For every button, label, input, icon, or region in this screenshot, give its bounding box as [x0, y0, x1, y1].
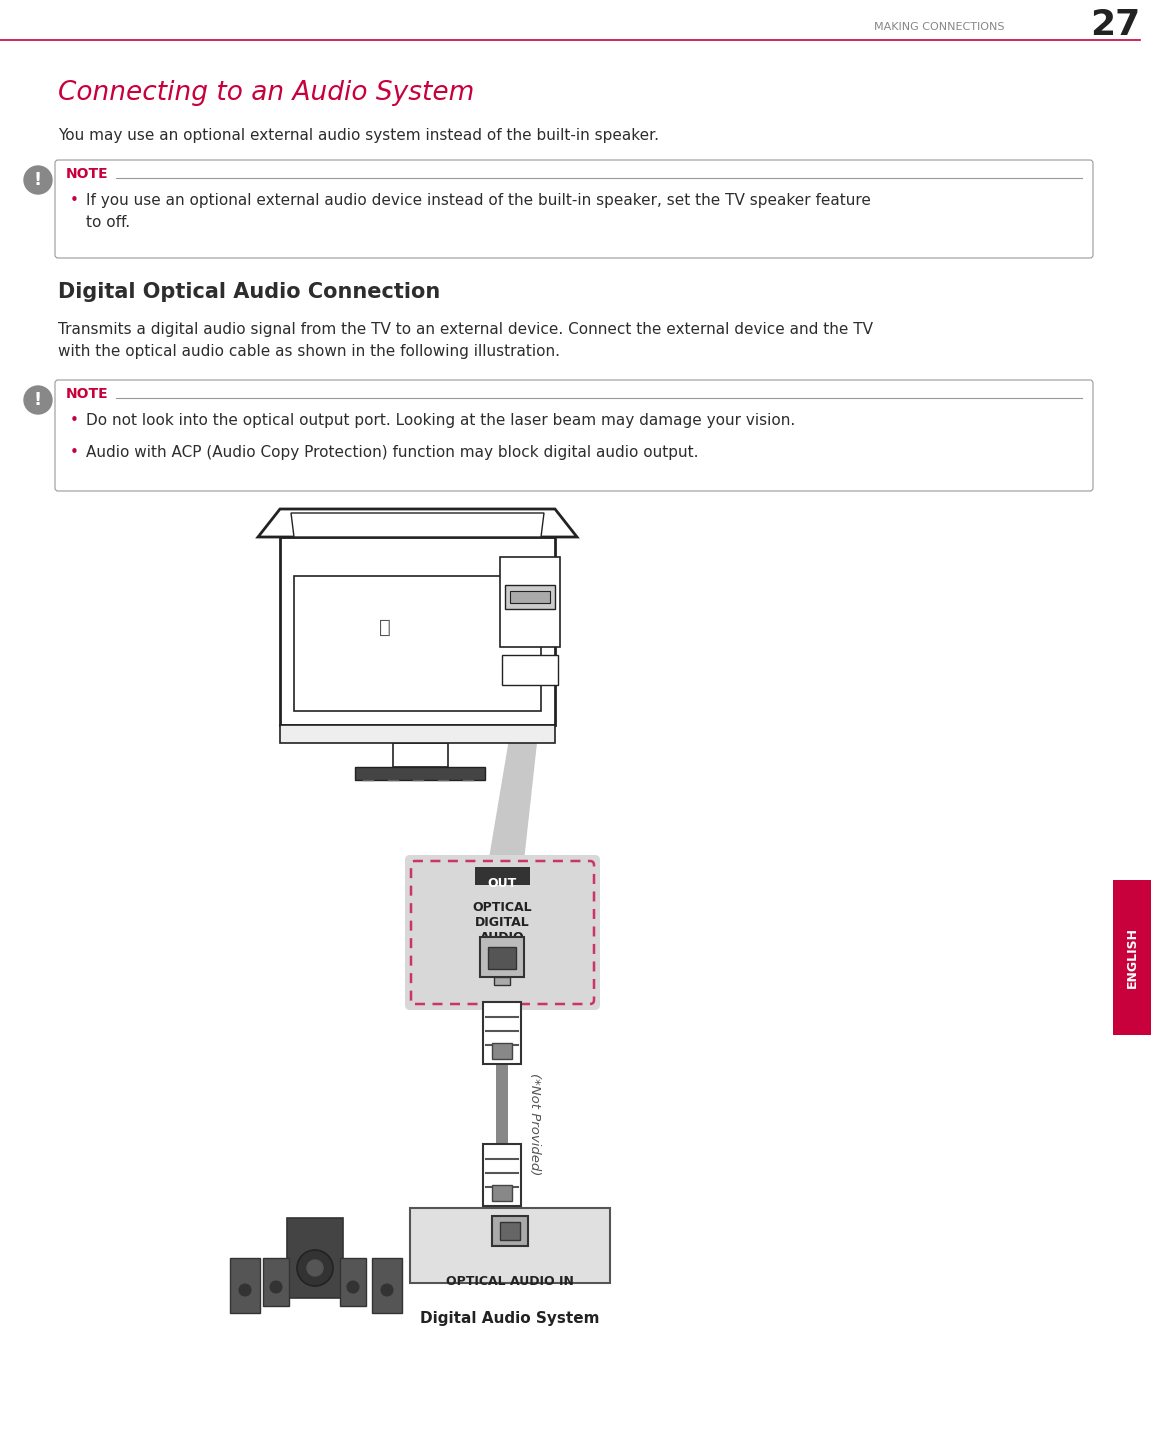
Bar	[510, 592, 550, 603]
Bar	[483, 1144, 521, 1206]
Bar	[502, 655, 558, 685]
Bar	[496, 1063, 509, 1144]
Bar	[340, 1258, 366, 1306]
Text: NOTE: NOTE	[66, 167, 108, 180]
Bar	[480, 937, 525, 977]
Bar	[1113, 880, 1151, 1035]
Circle shape	[24, 385, 52, 414]
Text: Do not look into the optical output port. Looking at the laser beam may damage y: Do not look into the optical output port…	[86, 413, 795, 429]
Text: NOTE: NOTE	[66, 387, 108, 401]
Text: 27: 27	[1090, 9, 1139, 42]
Bar	[230, 1258, 260, 1313]
Polygon shape	[487, 602, 550, 870]
Bar	[495, 977, 511, 986]
Text: ENGLISH: ENGLISH	[1126, 926, 1138, 988]
FancyBboxPatch shape	[405, 856, 600, 1010]
Bar	[491, 1216, 528, 1245]
Text: •: •	[70, 444, 79, 460]
Circle shape	[24, 166, 52, 193]
Text: Connecting to an Audio System: Connecting to an Audio System	[58, 79, 474, 105]
Circle shape	[239, 1284, 251, 1296]
Polygon shape	[258, 509, 577, 537]
Bar	[262, 1258, 289, 1306]
Text: Transmits a digital audio signal from the TV to an external device. Connect the : Transmits a digital audio signal from th…	[58, 322, 872, 359]
Text: Digital Optical Audio Connection: Digital Optical Audio Connection	[58, 281, 440, 302]
Text: Audio with ACP (Audio Copy Protection) function may block digital audio output.: Audio with ACP (Audio Copy Protection) f…	[86, 444, 699, 460]
Circle shape	[297, 1250, 333, 1286]
Text: !: !	[33, 391, 43, 408]
Text: !: !	[33, 172, 43, 189]
Bar	[294, 576, 541, 711]
Bar	[355, 768, 485, 781]
Bar	[287, 1218, 343, 1299]
Circle shape	[346, 1281, 359, 1293]
Bar	[410, 1208, 610, 1283]
Text: You may use an optional external audio system instead of the built-in speaker.: You may use an optional external audio s…	[58, 128, 660, 143]
Polygon shape	[291, 514, 544, 537]
Bar	[280, 724, 555, 743]
Bar	[493, 1043, 512, 1059]
Text: •: •	[70, 413, 79, 429]
Text: (*Not Provided): (*Not Provided)	[528, 1072, 541, 1175]
Circle shape	[270, 1281, 282, 1293]
FancyBboxPatch shape	[55, 160, 1093, 258]
Bar	[488, 947, 517, 970]
Text: •: •	[70, 193, 79, 208]
Bar	[392, 743, 448, 768]
Bar	[493, 1185, 512, 1201]
Bar	[500, 1222, 520, 1240]
Text: ⎓: ⎓	[379, 618, 391, 636]
Text: Digital Audio System: Digital Audio System	[420, 1312, 600, 1326]
Circle shape	[307, 1260, 323, 1276]
Bar	[372, 1258, 402, 1313]
Bar	[483, 1001, 521, 1063]
Text: MAKING CONNECTIONS: MAKING CONNECTIONS	[875, 22, 1005, 32]
Text: If you use an optional external audio device instead of the built-in speaker, se: If you use an optional external audio de…	[86, 193, 871, 229]
Text: OPTICAL AUDIO IN: OPTICAL AUDIO IN	[447, 1276, 574, 1289]
Bar	[500, 557, 561, 646]
Text: OPTICAL
DIGITAL
AUDIO: OPTICAL DIGITAL AUDIO	[473, 900, 532, 944]
Circle shape	[381, 1284, 392, 1296]
Bar	[280, 537, 555, 724]
Bar	[475, 867, 531, 885]
FancyBboxPatch shape	[55, 380, 1093, 491]
Text: OUT: OUT	[488, 877, 517, 890]
Bar	[505, 584, 555, 609]
